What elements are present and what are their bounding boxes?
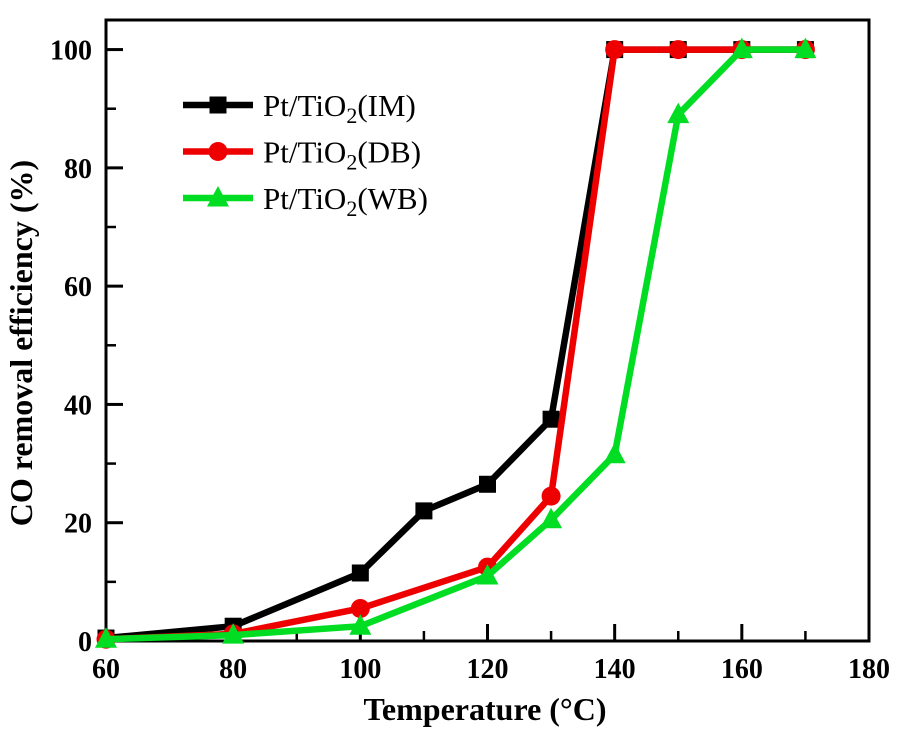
series-0 — [97, 41, 814, 647]
square-marker — [209, 96, 227, 114]
plot-frame — [104, 18, 871, 643]
series-line — [105, 46, 806, 643]
triangle-marker — [730, 37, 753, 59]
triangle-marker — [667, 102, 690, 124]
triangle-marker — [794, 37, 817, 59]
x-tick-label: 100 — [339, 654, 381, 685]
circle-marker — [668, 40, 688, 60]
x-axis-label: Temperature (°C) — [364, 691, 607, 727]
y-tick-label: 80 — [64, 154, 92, 185]
circle-marker — [541, 486, 561, 506]
legend-label: Pt/TiO2(DB) — [263, 135, 421, 175]
series-2 — [95, 37, 817, 648]
triangle-marker — [222, 623, 245, 644]
triangle-marker — [476, 563, 499, 585]
triangle-marker — [540, 507, 563, 529]
series-line — [105, 46, 806, 643]
circle-marker — [350, 598, 370, 618]
legend: Pt/TiO2(IM) Pt/TiO2(DB) Pt/TiO2(WB) — [183, 88, 428, 221]
data-series — [95, 37, 817, 649]
square-marker — [351, 564, 369, 582]
x-tick-label: 180 — [848, 654, 890, 685]
y-tick-label: 100 — [50, 36, 92, 67]
circle-marker — [208, 142, 228, 161]
triangle-marker — [603, 442, 626, 464]
triangle-marker — [207, 186, 229, 207]
legend-label: Pt/TiO2(IM) — [263, 88, 416, 128]
triangle-marker — [349, 614, 372, 635]
y-axis-label: CO removal efficiency (%) — [3, 160, 39, 526]
circle-marker — [605, 40, 625, 60]
y-tick-label: 0 — [78, 627, 92, 658]
series-line — [105, 46, 806, 642]
triangle-marker — [95, 627, 117, 648]
y-tick-label: 60 — [64, 272, 92, 303]
x-tick-label: 140 — [594, 654, 636, 685]
axis-tick-labels: 60 80 100 120 140 160 180 0 20 40 60 80 100 — [50, 36, 890, 685]
legend-label: Pt/TiO2(WB) — [263, 181, 428, 221]
series-1 — [96, 40, 815, 649]
x-tick-label: 160 — [721, 654, 763, 685]
y-tick-label: 20 — [64, 509, 92, 540]
x-tick-label: 80 — [219, 654, 247, 685]
square-marker — [415, 502, 433, 520]
axis-ticks — [104, 48, 871, 643]
y-tick-label: 40 — [64, 390, 92, 421]
square-marker — [479, 475, 496, 493]
x-tick-label: 60 — [92, 654, 120, 685]
x-tick-label: 120 — [467, 654, 509, 685]
square-marker — [542, 410, 560, 428]
